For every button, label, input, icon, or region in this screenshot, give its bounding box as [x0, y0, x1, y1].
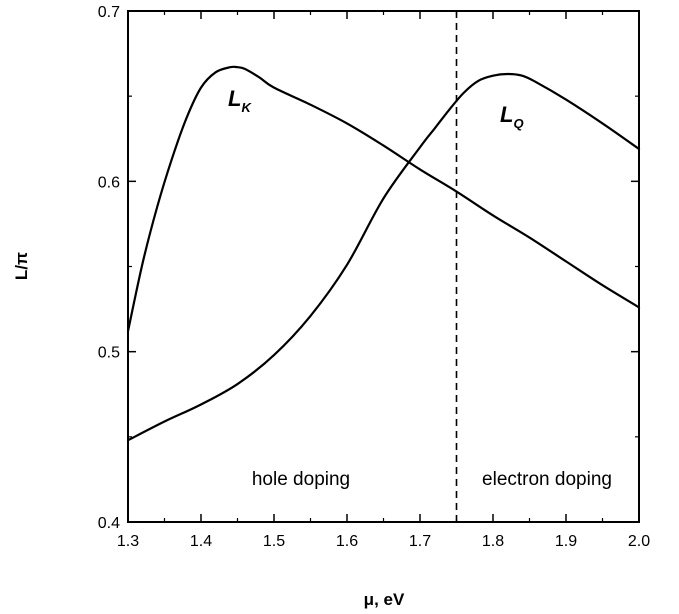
y-tick-label: 0.4	[98, 515, 120, 532]
curve-label-lk-main: L	[228, 86, 241, 111]
plot-frame	[127, 10, 640, 523]
y-axis-title: L/π	[12, 252, 31, 280]
series-group	[126, 65, 641, 442]
x-tick-label: 1.3	[117, 533, 139, 550]
y-tick-label: 0.7	[98, 4, 120, 21]
x-tick-label: 1.5	[263, 533, 285, 550]
hole-doping-label: hole doping	[252, 469, 350, 490]
curve-label-lq-sub: Q	[513, 116, 523, 131]
y-tick-label: 0.5	[98, 345, 120, 362]
curve-label-lk: LK	[228, 86, 252, 115]
curve-label-lq-main: L	[500, 102, 513, 127]
y-tick-label: 0.6	[98, 174, 120, 191]
series-line-l-q	[126, 72, 641, 442]
x-tick-label: 1.4	[190, 533, 212, 550]
x-tick-label: 1.8	[482, 533, 504, 550]
curve-label-lk-sub: K	[241, 100, 252, 115]
series-line-l-k	[126, 65, 641, 333]
axis-tick-labels: 1.3 1.4 1.5 1.6 1.7 1.8 1.9 2.0 0.4 0.5 0.6 0.7	[98, 4, 650, 550]
axis-ticks	[127, 10, 640, 523]
x-tick-label: 2.0	[628, 533, 650, 550]
electron-doping-label: electron doping	[482, 469, 612, 490]
x-axis-title: μ, eV	[364, 590, 405, 609]
x-tick-label: 1.6	[336, 533, 358, 550]
curve-label-lq: LQ	[500, 102, 524, 131]
x-tick-label: 1.7	[409, 533, 431, 550]
x-tick-label: 1.9	[555, 533, 577, 550]
